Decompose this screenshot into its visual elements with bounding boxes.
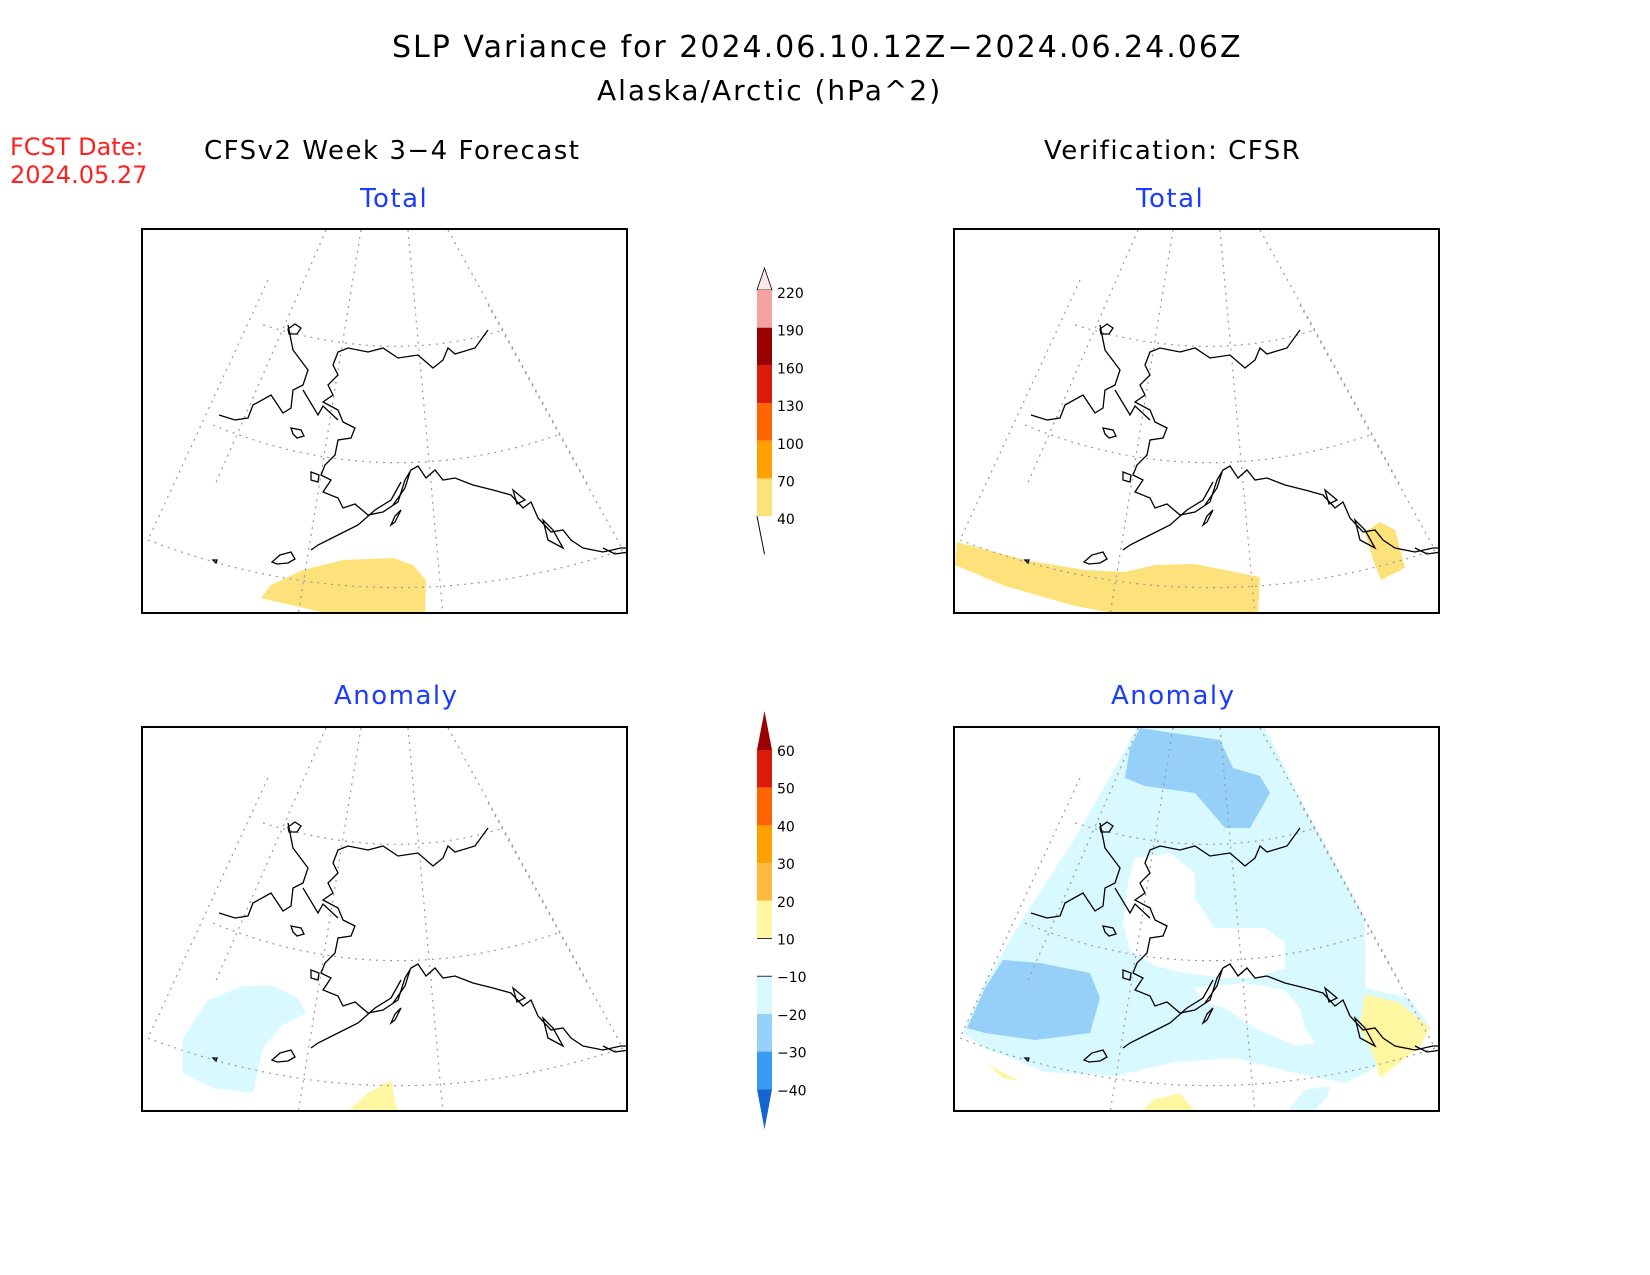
anomaly-colorbar-label: 40: [777, 819, 795, 835]
anomaly-colorbar-labels: 60 50 40 30 20 10 −10 −20 −30 −40: [777, 744, 807, 1099]
total-colorbar-label: 220: [777, 286, 804, 302]
map-panel-verification-anomaly: [953, 726, 1440, 1112]
total-colorbar-swatch: [757, 403, 772, 441]
total-colorbar-label: 40: [777, 512, 795, 528]
anomaly-colorbar-swatch: [757, 825, 772, 864]
anomaly-colorbar-swatch: [757, 750, 772, 788]
total-colorbar-swatch: [757, 327, 772, 366]
main-title: SLP Variance for 2024.06.10.12Z−2024.06.…: [392, 30, 1243, 65]
anomaly-colorbar-bottom-tip: [757, 1089, 772, 1130]
total-colorbar-top-tip: [756, 266, 773, 291]
total-colorbar-swatch: [757, 440, 772, 479]
shade-m20-m30-west: [967, 960, 1100, 1040]
anomaly-colorbar-label: 10: [777, 933, 795, 949]
shade-40-70-east: [1365, 522, 1405, 580]
total-colorbar-label: 100: [777, 437, 804, 453]
anomaly-colorbar-label: 50: [777, 782, 795, 798]
verification-column-title: Verification: CFSR: [1044, 136, 1302, 166]
verification-anomaly-map: [959, 728, 1438, 1110]
anomaly-colorbar-swatch: [757, 1051, 772, 1090]
map-panel-verification-total: [953, 228, 1440, 614]
anomaly-colorbar-swatches: [757, 711, 772, 1130]
main-subtitle: Alaska/Arctic (hPa^2): [597, 74, 943, 107]
shade-10-20-east: [1360, 994, 1430, 1078]
map-panel-forecast-anomaly: [141, 726, 628, 1112]
anomaly-colorbar-swatch: [757, 900, 772, 939]
shade-40-70-band: [955, 542, 1260, 612]
map-panel-forecast-total: [141, 228, 628, 614]
forecast-anomaly-map: [147, 728, 626, 1110]
total-colorbar-swatches: [756, 266, 773, 555]
bottom-right-panel-title: Anomaly: [1111, 681, 1236, 711]
anomaly-colorbar-top-tip: [757, 711, 772, 750]
total-colorbar-swatch: [757, 365, 772, 404]
total-colorbar-swatch: [757, 290, 772, 328]
forecast-total-map: [147, 230, 626, 612]
shade-m10-m20-south: [1288, 1086, 1330, 1110]
shade-m20-m30-north: [1125, 728, 1270, 828]
anomaly-colorbar-swatch: [757, 1013, 772, 1052]
shade-m10-m20: [183, 986, 306, 1093]
anomaly-colorbar-label: −30: [777, 1046, 807, 1062]
anomaly-colorbar-swatch: [757, 938, 772, 977]
fcst-date-label: FCST Date:: [10, 133, 144, 161]
verification-total-map: [955, 230, 1438, 612]
total-colorbar-label: 190: [777, 324, 804, 340]
shade-10-20: [349, 1080, 398, 1110]
total-colorbar-label: 160: [777, 361, 804, 377]
anomaly-colorbar-label: 60: [777, 744, 795, 760]
anomaly-colorbar-swatch: [757, 976, 772, 1014]
shade-10-20-south: [1143, 1093, 1194, 1110]
total-colorbar-swatch: [757, 478, 772, 517]
anomaly-colorbar: 60 50 40 30 20 10 −10 −20 −30 −40: [757, 711, 807, 1130]
shade-white-east: [1195, 983, 1315, 1046]
top-left-panel-title: Total: [360, 184, 429, 214]
total-colorbar-label: 70: [777, 475, 795, 491]
anomaly-colorbar-swatch: [757, 787, 772, 826]
top-right-panel-title: Total: [1136, 184, 1205, 214]
anomaly-colorbar-label: −20: [777, 1008, 807, 1024]
shade-white-interior: [1123, 853, 1285, 978]
anomaly-colorbar-label: −40: [777, 1083, 807, 1099]
shade-10-20-southwest: [987, 1064, 1020, 1081]
total-colorbar-bottom-tip: [756, 516, 765, 555]
anomaly-colorbar-swatch: [757, 863, 772, 901]
bottom-left-panel-title: Anomaly: [334, 681, 459, 711]
anomaly-colorbar-label: 20: [777, 895, 795, 911]
total-colorbar-label: 130: [777, 399, 804, 415]
total-colorbar-labels: 220 190 160 130 100 70 40: [777, 286, 804, 528]
fcst-date-value: 2024.05.27: [10, 161, 148, 189]
anomaly-colorbar-label: −10: [777, 970, 807, 986]
forecast-column-title: CFSv2 Week 3−4 Forecast: [204, 136, 581, 166]
total-colorbar: 220 190 160 130 100 70 40: [756, 266, 804, 555]
anomaly-colorbar-label: 30: [777, 857, 795, 873]
shade-40-70: [261, 558, 426, 612]
